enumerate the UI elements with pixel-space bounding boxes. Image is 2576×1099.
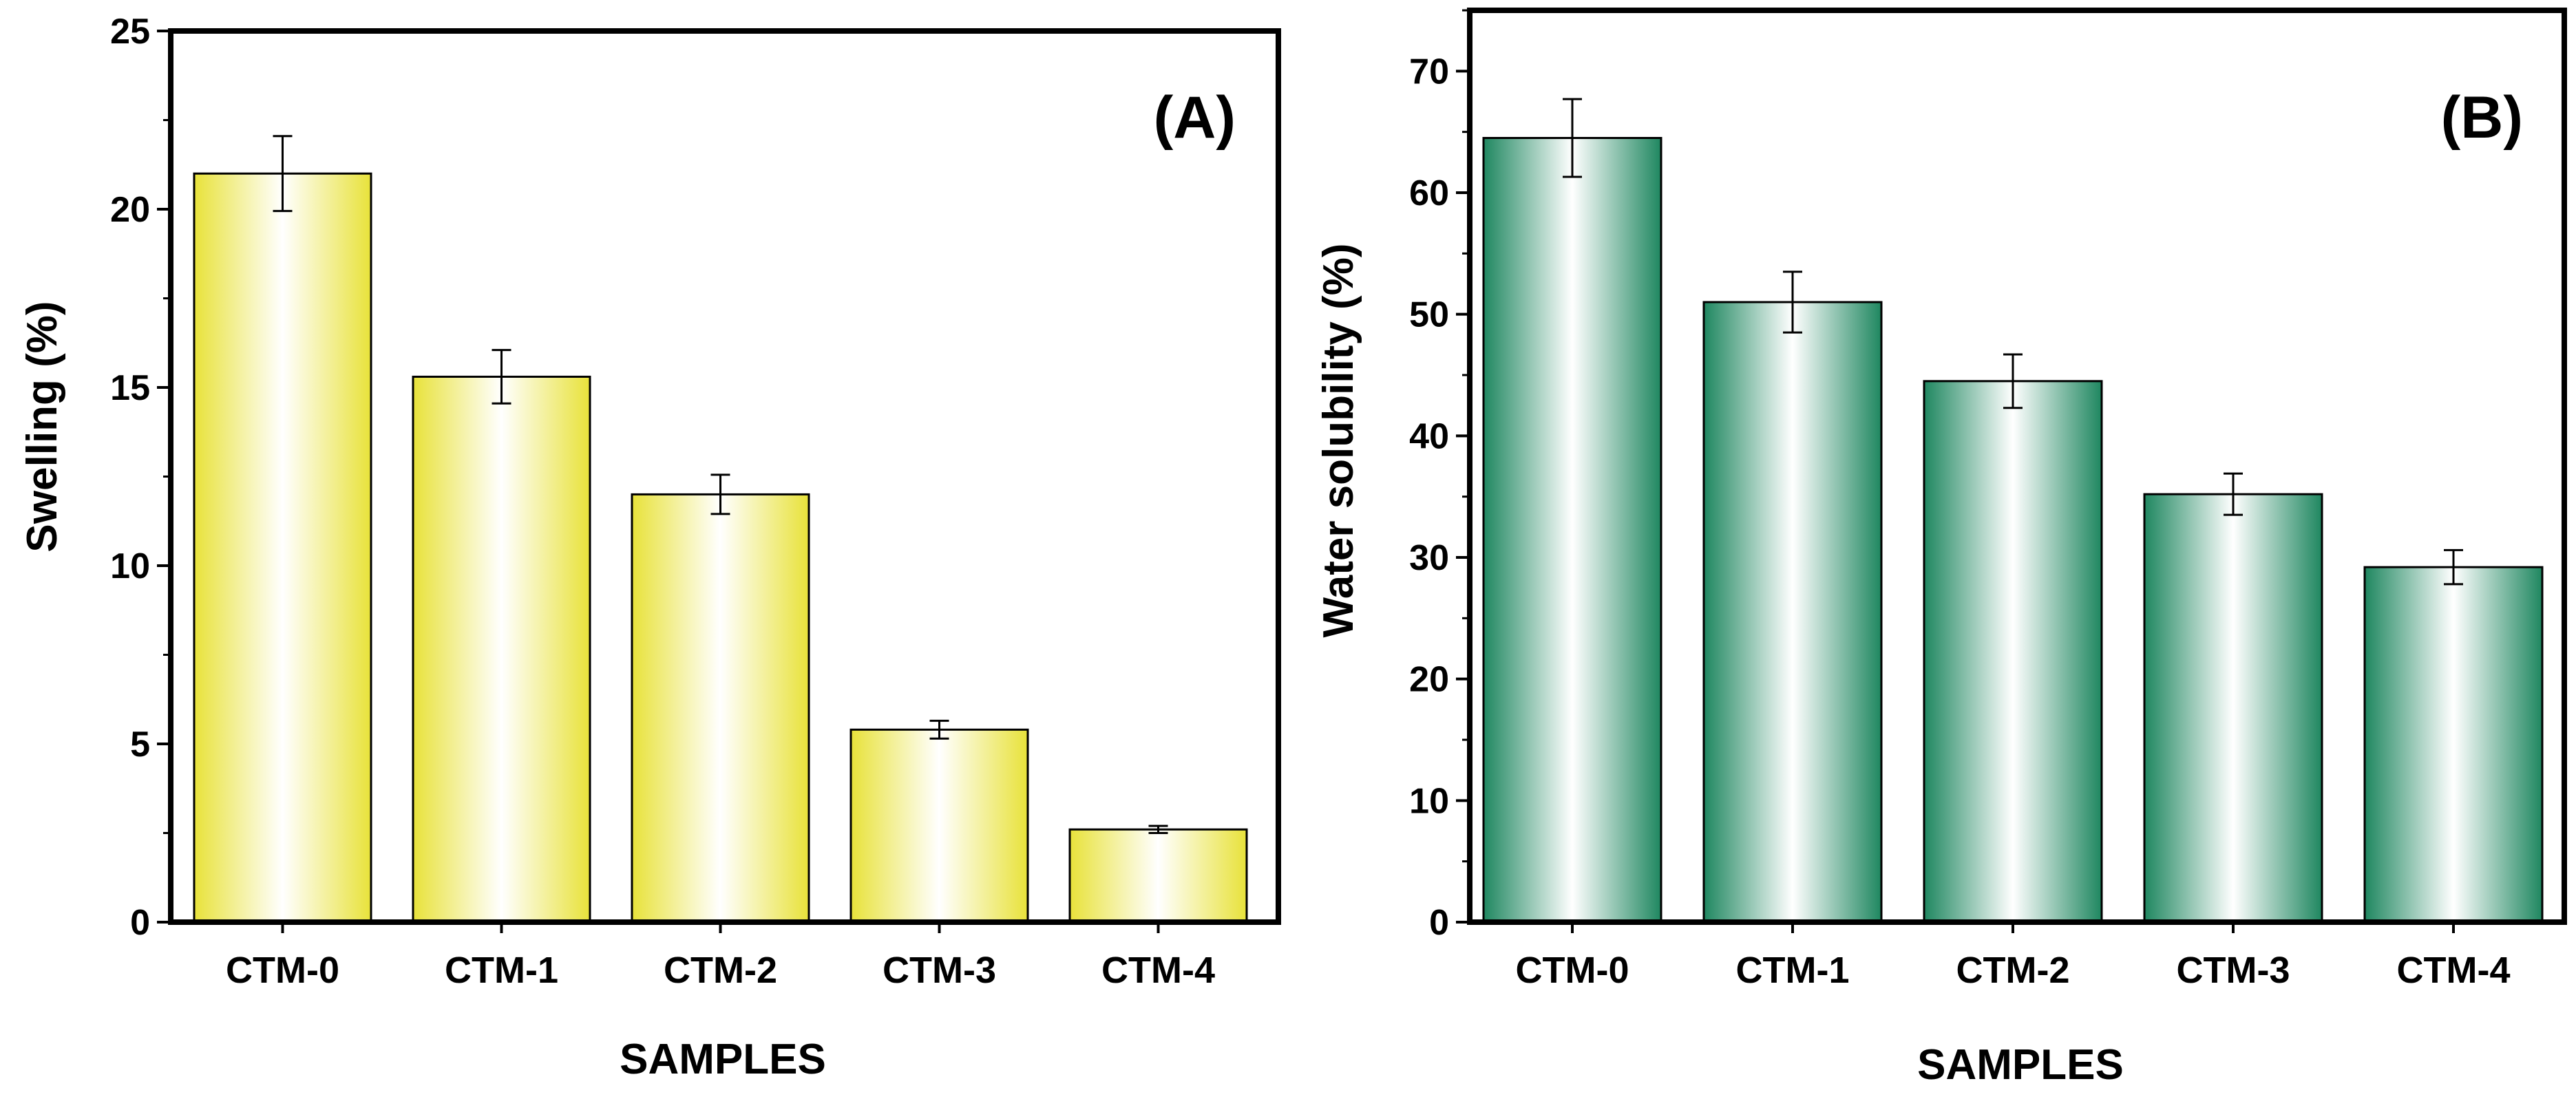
- panel-b-bar-ctm-2: [1923, 380, 2103, 924]
- panel-b-x-axis-title: SAMPLES: [1917, 1041, 2124, 1089]
- panel-b-y-tick-label: 40: [1409, 416, 1449, 456]
- panel-a-x-tick-label: CTM-2: [664, 950, 777, 991]
- panel-b-y-tick-label: 30: [1409, 538, 1449, 578]
- panel-a-y-tick-label: 0: [130, 903, 150, 943]
- panel-a-x-tick-label: CTM-3: [883, 950, 996, 991]
- panel-a-error-bar-ctm-0: [273, 135, 293, 213]
- panel-a-bar-ctm-1: [412, 375, 591, 924]
- panel-a-error-bar-ctm-4: [1148, 824, 1168, 834]
- panel-b-y-tick-label: 10: [1409, 781, 1449, 821]
- panel-a-bar-ctm-3: [849, 728, 1029, 924]
- panel-a-y-tick-label: 10: [110, 546, 150, 586]
- panel-b-bar-ctm-0: [1482, 137, 1662, 924]
- panel-b-y-axis-title: Water solubility (%): [1315, 244, 1362, 638]
- panel-b-y-tick-label: 60: [1409, 173, 1449, 213]
- panel-b-water-solubility-chart: Water solubility (%) SAMPLES (B) CTM-0 CT…: [1315, 8, 2567, 1089]
- panel-b-plot-frame: [1467, 8, 2567, 925]
- panel-b-error-bar-ctm-4: [2444, 548, 2463, 586]
- panel-a-bar-ctm-0: [193, 172, 372, 924]
- panel-b-y-tick-label: 50: [1409, 295, 1449, 335]
- panel-a-x-tick-label: CTM-0: [226, 950, 339, 991]
- panel-a-x-tick-label: CTM-4: [1101, 950, 1215, 991]
- panel-b-x-tick-label: CTM-4: [2397, 950, 2511, 991]
- panel-b-error-bar-ctm-2: [2003, 353, 2023, 409]
- panel-a-bar-ctm-2: [631, 493, 810, 924]
- panel-b-bar-ctm-1: [1702, 301, 1883, 924]
- panel-b-error-bar-ctm-3: [2224, 472, 2243, 516]
- panel-a-error-bar-ctm-2: [710, 473, 730, 515]
- panel-a-error-bar-ctm-3: [929, 719, 949, 740]
- panel-b-x-tick-label: CTM-1: [1736, 950, 1850, 991]
- panel-b-bar-ctm-3: [2143, 493, 2323, 924]
- panel-b-label: (B): [2441, 85, 2523, 151]
- panel-b-y-tick-label: 20: [1409, 660, 1449, 700]
- panel-a-x-tick-label: CTM-1: [445, 950, 558, 991]
- panel-b-y-tick-label: 70: [1409, 52, 1449, 92]
- panel-b-x-tick-label: CTM-3: [2177, 950, 2290, 991]
- panel-a-label: (A): [1154, 85, 1236, 151]
- panel-a-y-tick-label: 5: [130, 725, 150, 765]
- panel-a-y-axis-title: Swelling (%): [19, 301, 66, 552]
- panel-b-x-tick-label: CTM-0: [1516, 950, 1629, 991]
- panel-a-y-tick-label: 15: [110, 368, 150, 408]
- panel-b-error-bar-ctm-0: [1563, 98, 1582, 178]
- panel-b-x-tick-label: CTM-2: [1956, 950, 2070, 991]
- panel-a-y-tick-label: 20: [110, 190, 150, 230]
- panel-a-bar-ctm-4: [1068, 828, 1248, 924]
- panel-a-x-axis-title: SAMPLES: [620, 1036, 826, 1083]
- panel-a-error-bar-ctm-1: [492, 349, 511, 405]
- panel-a-plot-frame: [168, 28, 1281, 925]
- panel-b-y-tick-label: 0: [1429, 903, 1449, 943]
- panel-a-swelling-chart: Swelling (%) SAMPLES (A) CTM-0 CTM-1 CTM-2…: [19, 12, 1281, 1083]
- panel-a-y-tick-label: 25: [110, 12, 150, 52]
- panel-b-bar-ctm-4: [2363, 566, 2544, 924]
- panel-b-error-bar-ctm-1: [1783, 270, 1802, 334]
